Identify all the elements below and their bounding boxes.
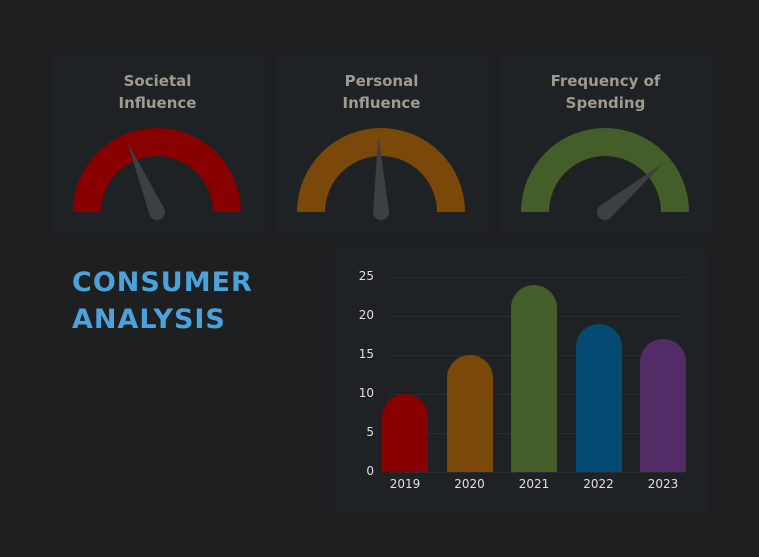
gauge-needle [373, 136, 389, 220]
gauge-arc [521, 128, 689, 212]
gauge-title-line1: Frequency of [550, 72, 661, 90]
gauge-title: Personal Influence [277, 70, 486, 114]
gauge-title: Societal Influence [53, 70, 262, 114]
x-tick-label: 2021 [518, 477, 550, 491]
y-tick-label: 0 [366, 464, 374, 478]
gauge-dial [521, 128, 689, 220]
bar-chart-panel: 0 5 10 15 20 25 2019 2020 2021 2022 2023 [334, 250, 707, 512]
gauge-arc [73, 128, 241, 212]
gauge-title: Frequency of Spending [501, 70, 710, 114]
y-tick-label: 5 [366, 425, 374, 439]
gauge-panel-personal-influence: Personal Influence [277, 54, 486, 232]
bar-2022[interactable] [575, 323, 622, 472]
gauge-needle [597, 163, 664, 220]
gauge-dial [73, 128, 241, 221]
gauge-needle [127, 142, 165, 221]
bar-2023[interactable] [640, 339, 686, 472]
gridline [390, 277, 684, 278]
y-tick-label: 20 [358, 308, 374, 322]
gauge-title-line2: Spending [565, 94, 646, 112]
gauge-title-line1: Personal [344, 72, 419, 90]
gridline [390, 472, 684, 473]
title-line1: CONSUMER [72, 267, 253, 298]
title-line2: ANALYSIS [72, 304, 226, 335]
y-tick-label: 10 [358, 386, 374, 400]
page-title: CONSUMER ANALYSIS [72, 264, 253, 338]
x-tick-label: 2023 [647, 477, 679, 491]
bar-2021[interactable] [511, 284, 557, 472]
x-tick-label: 2019 [389, 477, 421, 491]
gauge-panel-societal-influence: Societal Influence [53, 54, 262, 232]
gauge-dial [297, 128, 465, 220]
bar-2020[interactable] [446, 355, 493, 472]
bar-2019[interactable] [382, 394, 428, 472]
gauge-title-line2: Influence [342, 94, 421, 112]
gauge-arc [297, 128, 465, 212]
y-tick-label: 25 [358, 269, 374, 283]
x-tick-label: 2020 [454, 477, 485, 491]
gauge-title-line1: Societal [123, 72, 192, 90]
gauge-panel-frequency-of-spending: Frequency of Spending [501, 54, 710, 232]
gauge-title-line2: Influence [118, 94, 197, 112]
y-tick-label: 15 [358, 347, 374, 361]
x-tick-label: 2022 [583, 477, 614, 491]
